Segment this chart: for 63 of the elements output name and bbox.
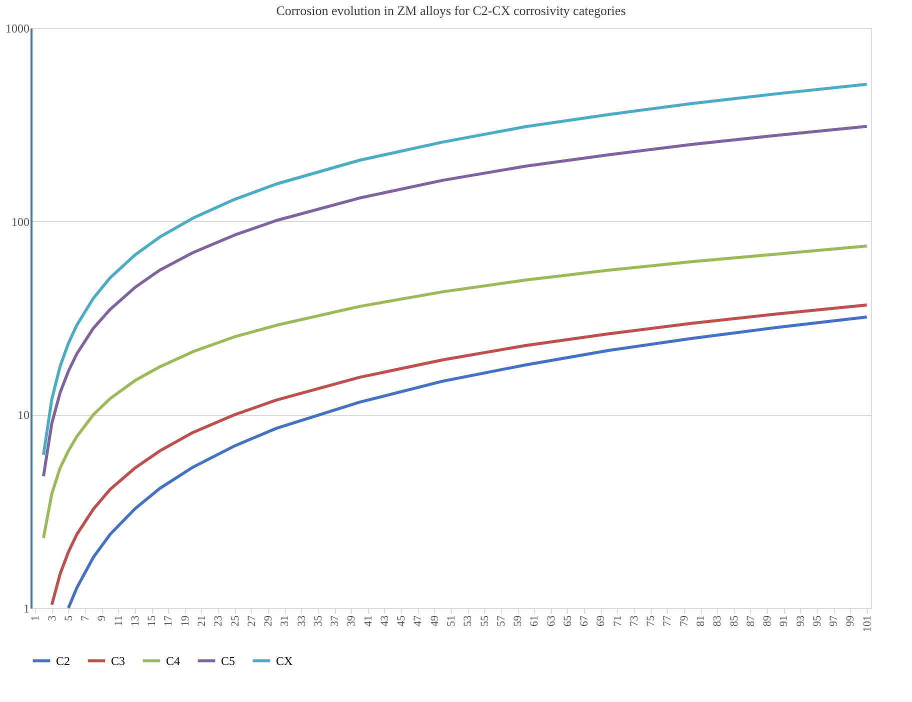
x-tick-label: 89 (762, 615, 774, 626)
x-tick-label: 85 (728, 615, 740, 626)
x-tick-label: 37 (329, 615, 342, 626)
x-tick-label: 11 (112, 616, 125, 626)
x-tick-label: 51 (446, 616, 458, 626)
legend-label: CX (276, 654, 294, 668)
x-tick-label: 53 (462, 615, 474, 626)
x-tick-label: 55 (478, 615, 491, 626)
x-tick-label: 35 (312, 615, 324, 626)
x-tick-label: 31 (279, 616, 292, 626)
x-tick-label: 93 (794, 615, 807, 626)
x-tick-label: 83 (712, 615, 724, 626)
x-tick-label: 75 (645, 615, 658, 626)
legend-label: C4 (166, 654, 180, 668)
x-tick-label: 41 (362, 616, 374, 626)
y-tick-label: 1000 (6, 22, 30, 36)
x-tick-label: 15 (146, 615, 158, 626)
x-tick-label: 57 (495, 615, 508, 626)
x-tick-label: 69 (595, 615, 608, 626)
y-tick-label: 100 (12, 214, 30, 229)
x-tick-label: 63 (545, 615, 558, 626)
x-tick-label: 5 (62, 615, 75, 621)
chart-title: Corrosion evolution in ZM alloys for C2-CX corrosivity categories (276, 3, 626, 18)
x-tick-label: 61 (528, 616, 541, 626)
x-tick-label: 79 (678, 615, 690, 626)
x-tick-label: 43 (378, 615, 391, 626)
legend-label: C5 (221, 654, 236, 668)
legend-label: C3 (111, 654, 126, 668)
x-tick-label: 99 (844, 615, 857, 626)
x-tick-label: 47 (412, 615, 424, 626)
y-tick-label: 10 (18, 408, 30, 422)
x-tick-label: 87 (744, 615, 757, 626)
x-tick-label: 45 (396, 615, 408, 626)
x-tick-label: 3 (46, 615, 58, 621)
x-tick-label: 95 (811, 615, 824, 626)
x-tick-label: 7 (80, 615, 92, 621)
x-tick-label: 67 (578, 615, 591, 626)
x-tick-label: 91 (778, 616, 790, 626)
x-tick-label: 101 (861, 616, 874, 632)
x-tick-label: 29 (262, 615, 275, 626)
x-tick-label: 77 (662, 615, 674, 626)
x-tick-label: 17 (162, 615, 175, 626)
x-tick-label: 23 (212, 615, 225, 626)
x-tick-label: 73 (628, 615, 640, 626)
x-tick-label: 1 (30, 616, 42, 621)
x-tick-label: 33 (296, 615, 308, 626)
x-tick-label: 71 (612, 616, 624, 626)
x-tick-label: 65 (562, 615, 574, 626)
x-tick-label: 49 (428, 615, 441, 626)
x-tick-label: 25 (229, 615, 242, 626)
legend-label: C2 (56, 654, 70, 668)
x-tick-label: 27 (246, 615, 258, 626)
x-tick-label: 81 (695, 616, 708, 626)
x-tick-label: 19 (179, 615, 192, 626)
line-series (42, 244, 868, 540)
x-tick-label: 9 (96, 615, 108, 621)
x-tick-label: 97 (828, 615, 840, 626)
x-tick-label: 39 (346, 615, 358, 626)
line-series (42, 82, 868, 456)
x-tick-label: 13 (129, 615, 142, 626)
x-tick-label: 21 (196, 616, 208, 626)
line-series (42, 124, 868, 478)
x-tick-label: 59 (512, 615, 524, 626)
